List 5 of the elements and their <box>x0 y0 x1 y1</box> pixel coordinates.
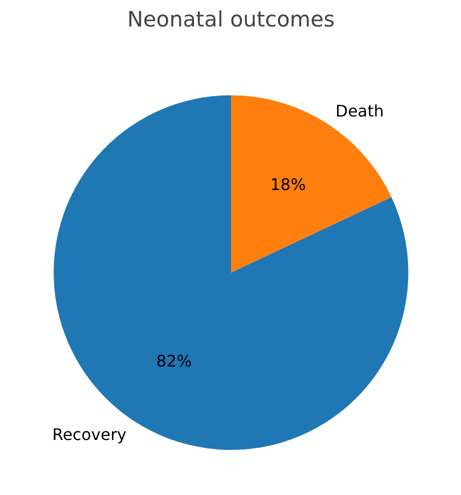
chart-title: Neonatal outcomes <box>127 8 335 32</box>
slice-label: Recovery <box>52 424 126 444</box>
slice-label: Death <box>336 101 384 120</box>
data-label: 82% <box>156 351 192 370</box>
data-label: 18% <box>270 174 306 194</box>
